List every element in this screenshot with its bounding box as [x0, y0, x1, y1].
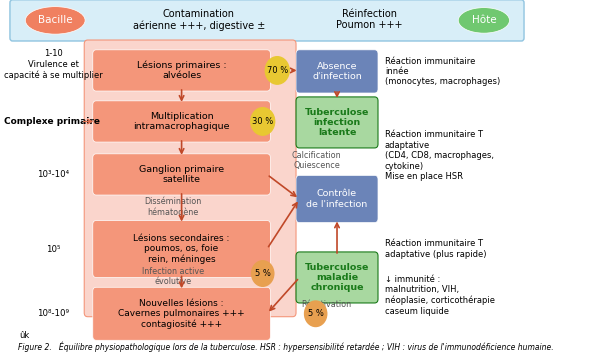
Text: 10⁵: 10⁵	[46, 245, 61, 253]
Text: Dissémination
hématogène: Dissémination hématogène	[145, 197, 202, 217]
Text: Réinfection: Réinfection	[342, 8, 397, 18]
Text: Calcification
Quiescence: Calcification Quiescence	[292, 151, 341, 170]
Text: Poumon +++: Poumon +++	[336, 20, 403, 30]
FancyBboxPatch shape	[93, 287, 271, 340]
Text: 5 %: 5 %	[308, 309, 323, 318]
Text: Contrôle
de l'infection: Contrôle de l'infection	[307, 189, 368, 209]
FancyBboxPatch shape	[296, 50, 378, 93]
Text: Absence
d'infection: Absence d'infection	[312, 62, 362, 81]
Text: 30 %: 30 %	[252, 117, 274, 126]
Text: 10⁸-10⁹: 10⁸-10⁹	[37, 309, 70, 318]
Text: Nouvelles lésions :
Cavernes pulmonaires +++
contagiosité +++: Nouvelles lésions : Cavernes pulmonaires…	[118, 299, 245, 329]
Text: Figure 2.   Équilibre physiopathologique lors de la tuberculose. HSR : hypersens: Figure 2. Équilibre physiopathologique l…	[17, 341, 553, 352]
FancyBboxPatch shape	[93, 101, 271, 142]
FancyBboxPatch shape	[84, 40, 296, 317]
Text: ûk: ûk	[19, 331, 29, 340]
Text: Lésions secondaires :
poumos, os, foie
rein, méninges: Lésions secondaires : poumos, os, foie r…	[133, 234, 230, 264]
Text: Multiplication
intramacrophagique: Multiplication intramacrophagique	[133, 112, 230, 131]
Text: Lésions primaires :
alvéoles: Lésions primaires : alvéoles	[137, 60, 226, 80]
Text: Hôte: Hôte	[472, 16, 496, 25]
Ellipse shape	[25, 7, 85, 34]
Text: Ganglion primaire
satellite: Ganglion primaire satellite	[139, 165, 224, 184]
Text: Infection active
évolutive: Infection active évolutive	[142, 267, 204, 286]
Text: 5 %: 5 %	[255, 269, 271, 278]
Text: Réaction immunitaire
innée
(monocytes, macrophages): Réaction immunitaire innée (monocytes, m…	[385, 56, 500, 86]
Text: 1-10
Virulence et
capacité à se multiplier: 1-10 Virulence et capacité à se multipli…	[4, 49, 103, 80]
FancyBboxPatch shape	[93, 50, 271, 91]
Text: Réactivation: Réactivation	[302, 300, 352, 310]
Text: 70 %: 70 %	[266, 66, 288, 75]
Text: Bacille: Bacille	[38, 16, 73, 25]
Ellipse shape	[458, 8, 509, 33]
Text: Réaction immunitaire T
adaptative
(CD4, CD8, macrophages,
cytokine)
Mise en plac: Réaction immunitaire T adaptative (CD4, …	[385, 131, 494, 181]
FancyBboxPatch shape	[296, 97, 378, 148]
Text: Réaction immunitaire T
adaptative (plus rapide): Réaction immunitaire T adaptative (plus …	[385, 239, 487, 259]
Text: Complexe primaire: Complexe primaire	[4, 117, 100, 126]
Text: Contamination: Contamination	[163, 8, 235, 18]
FancyBboxPatch shape	[296, 175, 378, 222]
FancyBboxPatch shape	[296, 252, 378, 303]
Text: Tuberculose
infection
latente: Tuberculose infection latente	[305, 108, 369, 137]
FancyBboxPatch shape	[93, 221, 271, 277]
FancyBboxPatch shape	[93, 154, 271, 195]
Text: Tuberculose
maladie
chronique: Tuberculose maladie chronique	[305, 263, 369, 292]
Circle shape	[305, 301, 327, 327]
Circle shape	[251, 108, 275, 135]
Circle shape	[251, 261, 274, 286]
Text: ↓ immunité :
malnutrition, VIH,
néoplasie, corticothérapie
caseum liquide: ↓ immunité : malnutrition, VIH, néoplasi…	[385, 275, 495, 316]
FancyBboxPatch shape	[10, 0, 524, 41]
Text: 10³-10⁴: 10³-10⁴	[37, 170, 70, 179]
Circle shape	[265, 57, 289, 84]
Text: aérienne +++, digestive ±: aérienne +++, digestive ±	[133, 20, 265, 31]
